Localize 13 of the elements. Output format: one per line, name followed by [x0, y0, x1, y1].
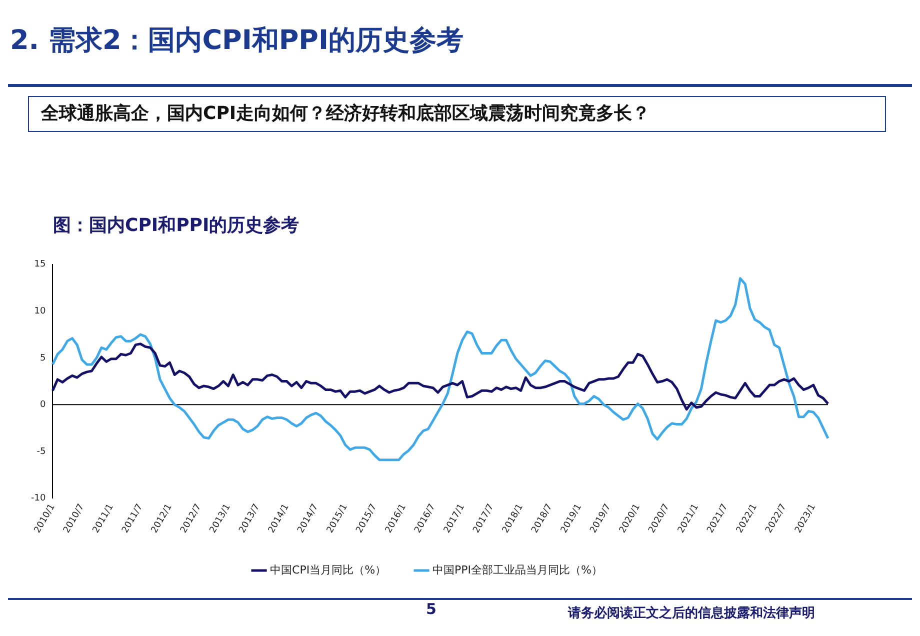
legend-label: 中国CPI当月同比（%）: [270, 563, 386, 576]
y-tick-label: 0: [40, 400, 46, 410]
text: 请务必阅读正文之后的信息披露和法律声明: [568, 604, 815, 622]
text: 5: [426, 600, 436, 618]
legend-label: 中国PPI全部工业品当月同比（%）: [432, 563, 602, 576]
y-tick-label: -10: [30, 494, 46, 504]
chart-subtitle: 全球通胀高企，国内CPI走向如何？经济好转和底部区域震荡时间究竟多长？: [28, 96, 886, 132]
y-tick-label: -5: [36, 446, 46, 457]
y-tick-label: 15: [34, 260, 46, 270]
text: 图：国内CPI和PPI的历史参考: [53, 214, 300, 237]
y-tick-label: 5: [40, 353, 46, 364]
y-tick-label: 10: [34, 306, 46, 316]
chart-title: 2. 需求2：国内CPI和PPI的历史参考: [10, 24, 464, 58]
